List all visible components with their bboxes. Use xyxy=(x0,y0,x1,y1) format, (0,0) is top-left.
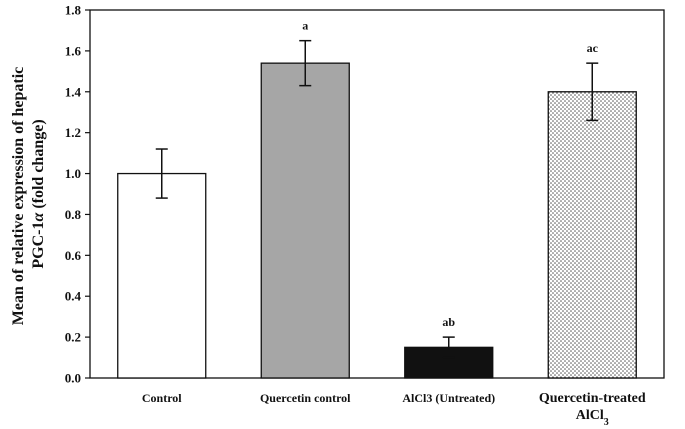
y-tick-label: 1.4 xyxy=(65,84,82,99)
y-axis-title-line1: Mean of relative expression of hepatic xyxy=(10,67,27,325)
y-tick-label: 1.6 xyxy=(65,43,82,58)
y-axis-title-line2: PGC-1α (fold change) xyxy=(30,119,47,268)
y-tick-label: 1.8 xyxy=(65,3,82,18)
x-category-label: Control xyxy=(142,391,182,405)
y-axis-title-line2-prefix: PGC-1 xyxy=(30,222,47,269)
x-category-label: AlCl3 (Untreated) xyxy=(402,391,495,405)
y-tick-label: 1.2 xyxy=(65,125,81,140)
bar-1 xyxy=(117,172,207,379)
x-category-label: Quercetin control xyxy=(260,391,351,405)
bar-2 xyxy=(260,62,350,379)
y-axis: 0.0 0.2 0.4 0.6 0.8 1.0 1.2 1.4 1.6 1.8 xyxy=(65,3,90,386)
x-category-label-line2: AlCl3 xyxy=(576,408,609,428)
significance-label: ac xyxy=(587,41,599,55)
y-tick-label: 0.4 xyxy=(65,289,82,304)
significance-label: ab xyxy=(442,315,455,329)
y-tick-label: 0.0 xyxy=(65,371,81,386)
y-tick-label: 0.6 xyxy=(65,248,82,263)
plot-frame xyxy=(89,9,665,379)
bar-4 xyxy=(547,91,637,379)
y-axis-title-line2-suffix: (fold change) xyxy=(30,119,47,212)
significance-label: a xyxy=(302,19,308,33)
y-tick-label: 0.2 xyxy=(65,330,81,345)
bars: a ab ac xyxy=(117,19,637,379)
x-category-label: Quercetin-treated xyxy=(539,391,646,406)
x-axis-labels: Control Quercetin control AlCl3 (Untreated… xyxy=(142,391,646,428)
y-axis-title: Mean of relative expression of hepatic P… xyxy=(10,63,47,325)
y-tick-label: 1.0 xyxy=(65,166,81,181)
y-axis-title-greek: α xyxy=(30,212,47,222)
y-tick-label: 0.8 xyxy=(65,207,82,222)
